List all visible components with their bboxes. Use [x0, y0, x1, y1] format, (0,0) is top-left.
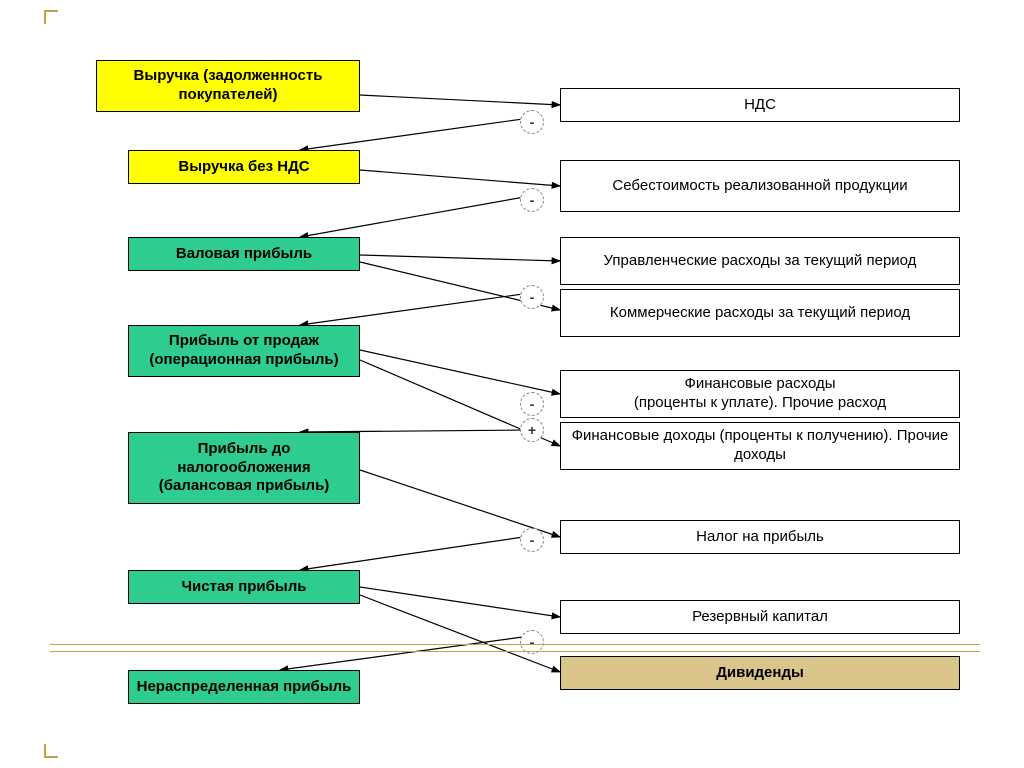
- left-box-l2: Выручка без НДС: [128, 150, 360, 184]
- right-box-r2: Себестоимость реализованной продукции: [560, 160, 960, 212]
- right-box-r7: Налог на прибыль: [560, 520, 960, 554]
- left-box-l3: Валовая прибыль: [128, 237, 360, 271]
- right-box-r4: Коммерческие расходы за текущий период: [560, 289, 960, 337]
- right-box-r3: Управленческие расходы за текущий период: [560, 237, 960, 285]
- right-box-r9: Дивиденды: [560, 656, 960, 690]
- arrow-6: [300, 293, 530, 325]
- arrow-10: [360, 470, 560, 537]
- operator-badge-b3: -: [520, 285, 544, 309]
- left-box-l7: Нераспределенная прибыль: [128, 670, 360, 704]
- arrow-7: [360, 350, 560, 394]
- left-box-l5: Прибыль до налогообложения (балансовая п…: [128, 432, 360, 504]
- left-box-l6: Чистая прибыль: [128, 570, 360, 604]
- right-box-r6: Финансовые доходы (проценты к получению)…: [560, 422, 960, 470]
- operator-badge-b1: -: [520, 110, 544, 134]
- frame-corner-bl: [44, 744, 58, 758]
- left-box-l1: Выручка (задолженность покупателей): [96, 60, 360, 112]
- arrow-12: [360, 587, 560, 617]
- arrow-2: [360, 170, 560, 186]
- frame-corner-tl: [44, 10, 58, 24]
- left-box-l4: Прибыль от продаж (операционная прибыль): [128, 325, 360, 377]
- right-box-r8: Резервный капитал: [560, 600, 960, 634]
- arrow-14: [280, 636, 530, 670]
- operator-badge-b6: -: [520, 528, 544, 552]
- arrow-11: [300, 536, 530, 570]
- arrow-1: [300, 118, 530, 150]
- right-box-r5: Финансовые расходы(проценты к уплате). П…: [560, 370, 960, 418]
- divider-line-1: [50, 651, 980, 652]
- operator-badge-b2: -: [520, 188, 544, 212]
- divider-line-0: [50, 644, 980, 645]
- arrow-4: [360, 255, 560, 261]
- operator-badge-b4: -: [520, 392, 544, 416]
- right-box-r1: НДС: [560, 88, 960, 122]
- arrow-3: [300, 196, 530, 237]
- arrow-0: [360, 95, 560, 105]
- operator-badge-b5: +: [520, 418, 544, 442]
